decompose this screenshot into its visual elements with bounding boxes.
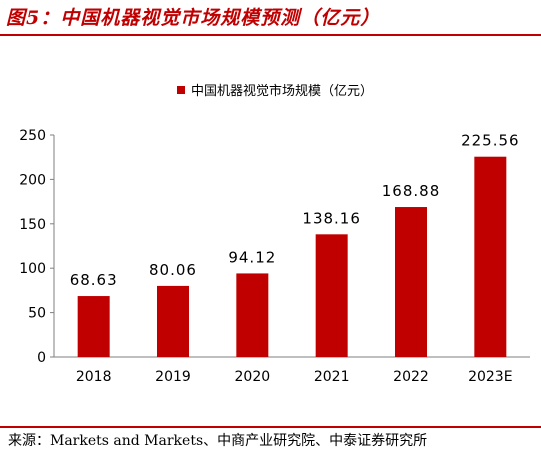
bar-chart: 中国机器视觉市场规模（亿元） 0 50 100 150 200 250 68.63 2018 80… <box>19 83 530 385</box>
title-divider <box>0 34 541 36</box>
y-tick-label: 200 <box>19 172 46 188</box>
x-tick-label: 2021 <box>314 369 350 385</box>
y-tick-label: 0 <box>37 350 46 366</box>
y-tick-label: 50 <box>28 306 46 322</box>
x-tick-label: 2019 <box>155 369 191 385</box>
figure-title: 图5：中国机器视觉市场规模预测（亿元） <box>6 7 381 29</box>
bar <box>315 234 348 357</box>
x-tick-label: 2020 <box>235 369 271 385</box>
bar <box>157 285 189 357</box>
bar <box>77 296 110 357</box>
source-note: 来源：Markets and Markets、中商产业研究院、中泰证券研究所 <box>8 433 428 449</box>
data-label: 94.12 <box>228 248 276 266</box>
legend-label: 中国机器视觉市场规模（亿元） <box>191 83 373 99</box>
y-tick-label: 100 <box>19 261 46 277</box>
data-label: 80.06 <box>149 261 197 279</box>
x-tick-label: 2022 <box>393 369 429 385</box>
y-tick-label: 150 <box>19 217 46 233</box>
data-label: 138.16 <box>302 209 361 227</box>
data-label: 225.56 <box>461 132 520 150</box>
bar <box>395 207 427 357</box>
x-tick-label: 2023E <box>468 369 512 385</box>
bar <box>236 273 269 357</box>
y-tick-label: 250 <box>19 128 46 144</box>
x-tick-label: 2018 <box>76 369 112 385</box>
legend-swatch <box>177 86 185 94</box>
bar <box>474 156 507 357</box>
source-divider <box>0 426 541 428</box>
data-label: 68.63 <box>70 271 118 289</box>
data-label: 168.88 <box>382 182 441 200</box>
